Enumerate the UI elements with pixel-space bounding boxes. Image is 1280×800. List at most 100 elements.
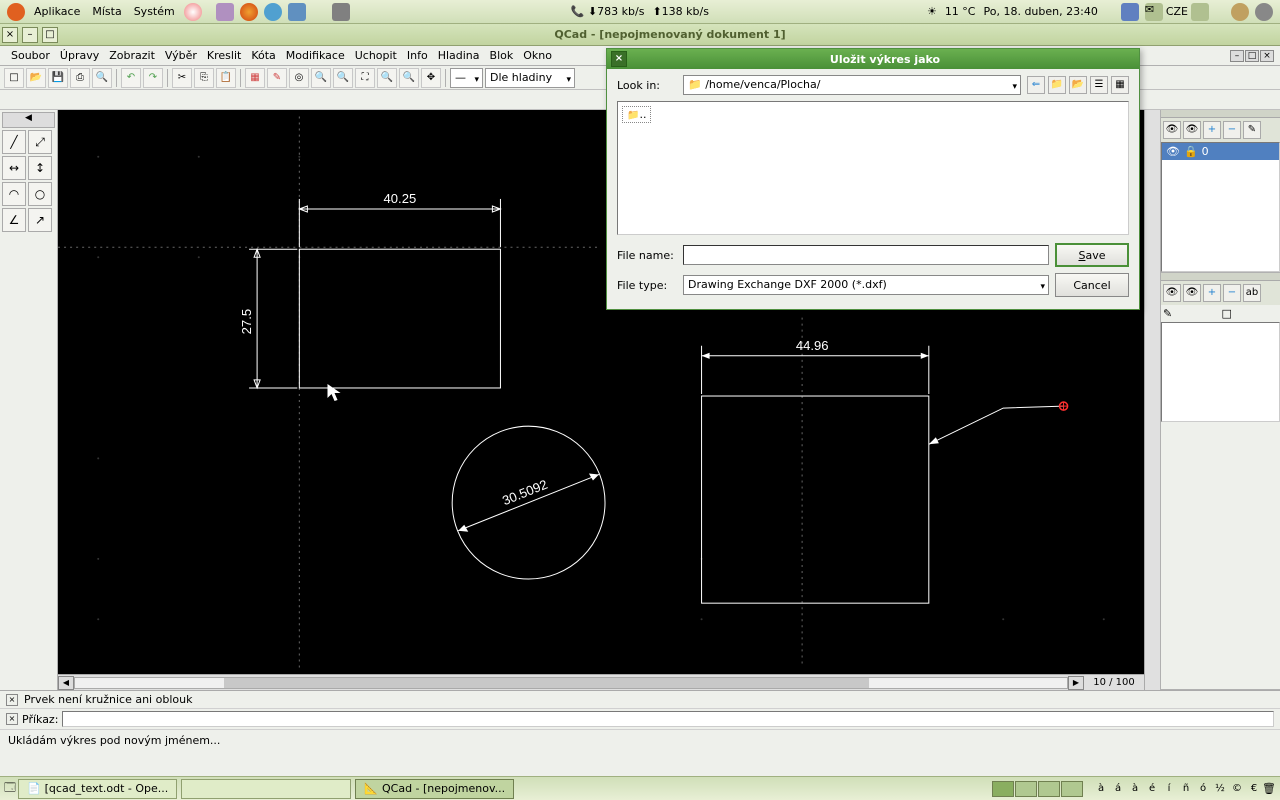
tool-line2-icon[interactable]: ⤢ bbox=[28, 130, 52, 154]
menu-block[interactable]: Blok bbox=[485, 49, 519, 62]
layer-add-icon[interactable]: + bbox=[1203, 121, 1221, 139]
block-list[interactable] bbox=[1161, 322, 1280, 422]
char-4[interactable]: í bbox=[1161, 783, 1177, 794]
view-detail-icon[interactable]: ▦ bbox=[1111, 76, 1129, 94]
window-maximize-icon[interactable]: □ bbox=[42, 27, 58, 43]
pan-icon[interactable]: ✥ bbox=[421, 68, 441, 88]
layer-eye-icon[interactable]: 👁 bbox=[1166, 145, 1180, 158]
cancel-button[interactable]: Cancel bbox=[1055, 273, 1129, 297]
workspace-3[interactable] bbox=[1038, 781, 1060, 797]
layer-item-0[interactable]: 👁 🔒 0 bbox=[1162, 143, 1279, 160]
undo-icon[interactable]: ↶ bbox=[121, 68, 141, 88]
message-close-icon[interactable]: × bbox=[6, 694, 18, 706]
view-list-icon[interactable]: ☰ bbox=[1090, 76, 1108, 94]
draft-icon[interactable]: ✎ bbox=[267, 68, 287, 88]
tool-hline-icon[interactable]: ↔ bbox=[2, 156, 26, 180]
look-in-combo[interactable]: 📁 /home/venca/Plocha/ bbox=[683, 75, 1021, 95]
block-remove-icon[interactable]: − bbox=[1223, 284, 1241, 302]
layer-remove-icon[interactable]: − bbox=[1223, 121, 1241, 139]
filename-input[interactable] bbox=[683, 245, 1049, 265]
save-button[interactable]: SSaveave bbox=[1055, 243, 1129, 267]
mdi-close-icon[interactable]: × bbox=[1260, 50, 1274, 62]
mdi-minimize-icon[interactable]: – bbox=[1230, 50, 1244, 62]
scroll-track[interactable] bbox=[74, 677, 1068, 689]
window-titlebar[interactable]: × – □ QCad - [nepojmenovaný dokument 1] bbox=[0, 24, 1280, 46]
tool-circle-icon[interactable]: ○ bbox=[28, 182, 52, 206]
menu-modify[interactable]: Modifikace bbox=[281, 49, 350, 62]
layer-list[interactable]: 👁 🔒 0 bbox=[1161, 142, 1280, 272]
menu-edit[interactable]: Úpravy bbox=[55, 49, 104, 62]
char-7[interactable]: ½ bbox=[1212, 783, 1228, 794]
vertical-scrollbar[interactable] bbox=[1144, 110, 1160, 690]
char-6[interactable]: ó bbox=[1195, 783, 1211, 794]
menu-file[interactable]: Soubor bbox=[6, 49, 55, 62]
menu-layer[interactable]: Hladina bbox=[433, 49, 485, 62]
scroll-right-icon[interactable]: ▶ bbox=[1068, 676, 1084, 690]
tray-icon-2[interactable] bbox=[1191, 3, 1209, 21]
block-rename-icon[interactable]: ab bbox=[1243, 284, 1261, 302]
menu-applications[interactable]: Aplikace bbox=[28, 5, 86, 18]
open-icon[interactable]: 📂 bbox=[26, 68, 46, 88]
character-palette[interactable]: à á à é í ñ ó ½ © € bbox=[1093, 783, 1262, 794]
tool-line-icon[interactable]: ╱ bbox=[2, 130, 26, 154]
launcher-icon-5[interactable] bbox=[332, 3, 350, 21]
window-minimize-icon[interactable]: – bbox=[22, 27, 38, 43]
layer-edit-icon[interactable]: ✎ bbox=[1243, 121, 1261, 139]
show-desktop-icon[interactable]: 🗔 bbox=[4, 779, 16, 798]
scroll-thumb[interactable] bbox=[224, 678, 869, 688]
firefox-icon[interactable] bbox=[240, 3, 258, 21]
print-icon[interactable]: ⎙ bbox=[70, 68, 90, 88]
char-1[interactable]: á bbox=[1110, 783, 1126, 794]
launcher-icon-1[interactable] bbox=[216, 3, 234, 21]
ubuntu-icon[interactable] bbox=[7, 3, 25, 21]
zoom-window-icon[interactable]: 🔍 bbox=[399, 68, 419, 88]
menu-select[interactable]: Výběr bbox=[160, 49, 202, 62]
block-visible-icon[interactable]: 👁 bbox=[1163, 284, 1181, 302]
shutdown-icon[interactable] bbox=[1255, 3, 1273, 21]
tool-angle-icon[interactable]: ∠ bbox=[2, 208, 26, 232]
cmd-close-icon[interactable]: × bbox=[6, 713, 18, 725]
redo-icon[interactable]: ↷ bbox=[143, 68, 163, 88]
tool-vline-icon[interactable]: ↕ bbox=[28, 156, 52, 180]
paste-icon[interactable]: 📋 bbox=[216, 68, 236, 88]
menu-view[interactable]: Zobrazit bbox=[104, 49, 160, 62]
block-insert-icon[interactable]: □ bbox=[1222, 307, 1279, 320]
panel-handle-2[interactable] bbox=[1161, 273, 1280, 281]
tray-icon-1[interactable] bbox=[1121, 3, 1139, 21]
char-3[interactable]: é bbox=[1144, 783, 1160, 794]
tray-icon-3[interactable] bbox=[1231, 3, 1249, 21]
tool-back-button[interactable]: ◀ bbox=[2, 112, 55, 128]
print-preview-icon[interactable]: 🔍 bbox=[92, 68, 112, 88]
copy-icon[interactable]: ⎘ bbox=[194, 68, 214, 88]
help-icon[interactable] bbox=[184, 3, 202, 21]
panel-handle[interactable] bbox=[1161, 110, 1280, 118]
launcher-icon-3[interactable] bbox=[264, 3, 282, 21]
trash-icon[interactable]: 🗑 bbox=[1262, 782, 1276, 795]
menu-dimension[interactable]: Kóta bbox=[246, 49, 280, 62]
layer-freeze-icon[interactable]: 👁 bbox=[1183, 121, 1201, 139]
launcher-icon-4[interactable] bbox=[288, 3, 306, 21]
layer-lock-icon[interactable]: 🔒 bbox=[1184, 145, 1198, 158]
task-openoffice[interactable]: 📄[qcad_text.odt - Ope... bbox=[18, 779, 177, 799]
new-icon[interactable]: □ bbox=[4, 68, 24, 88]
char-9[interactable]: € bbox=[1246, 783, 1262, 794]
layer-combo[interactable]: Dle hladiny bbox=[485, 68, 575, 88]
layer-visible-icon[interactable]: 👁 bbox=[1163, 121, 1181, 139]
zoom-prev-icon[interactable]: 🔍 bbox=[377, 68, 397, 88]
tool-arc-icon[interactable]: ◠ bbox=[2, 182, 26, 206]
workspace-1[interactable] bbox=[992, 781, 1014, 797]
mail-icon[interactable]: ✉ bbox=[1145, 3, 1163, 21]
file-browser[interactable]: 📁.. bbox=[617, 101, 1129, 235]
char-0[interactable]: à bbox=[1093, 783, 1109, 794]
horizontal-scrollbar[interactable]: ◀ ▶ 10 / 100 bbox=[58, 674, 1144, 690]
block-add-icon[interactable]: + bbox=[1203, 284, 1221, 302]
char-2[interactable]: à bbox=[1127, 783, 1143, 794]
window-close-icon[interactable]: × bbox=[2, 27, 18, 43]
char-8[interactable]: © bbox=[1229, 783, 1245, 794]
workspace-2[interactable] bbox=[1015, 781, 1037, 797]
cut-icon[interactable]: ✂ bbox=[172, 68, 192, 88]
block-freeze-icon[interactable]: 👁 bbox=[1183, 284, 1201, 302]
menu-system[interactable]: Systém bbox=[128, 5, 181, 18]
scroll-left-icon[interactable]: ◀ bbox=[58, 676, 74, 690]
linetype-combo[interactable]: — bbox=[450, 68, 483, 88]
